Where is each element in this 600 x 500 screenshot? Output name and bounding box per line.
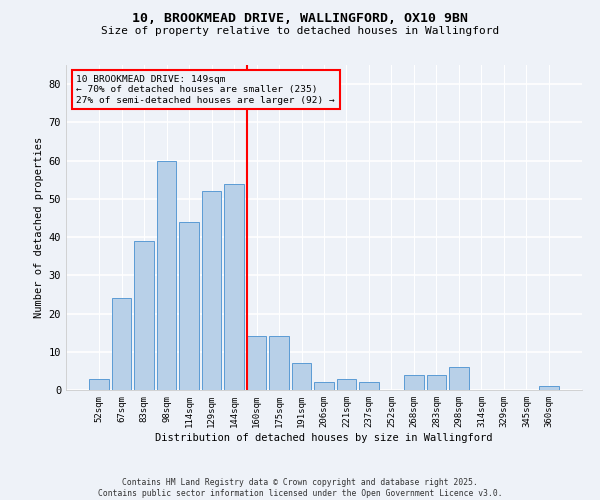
- Bar: [269, 336, 289, 390]
- Bar: [224, 184, 244, 390]
- Bar: [202, 191, 221, 390]
- Bar: [539, 386, 559, 390]
- Text: Contains HM Land Registry data © Crown copyright and database right 2025.
Contai: Contains HM Land Registry data © Crown c…: [98, 478, 502, 498]
- Text: 10 BROOKMEAD DRIVE: 149sqm
← 70% of detached houses are smaller (235)
27% of sem: 10 BROOKMEAD DRIVE: 149sqm ← 70% of deta…: [76, 74, 335, 104]
- Bar: [314, 382, 334, 390]
- Bar: [427, 374, 446, 390]
- Bar: [89, 378, 109, 390]
- Bar: [247, 336, 266, 390]
- Bar: [112, 298, 131, 390]
- X-axis label: Distribution of detached houses by size in Wallingford: Distribution of detached houses by size …: [155, 432, 493, 442]
- Bar: [337, 378, 356, 390]
- Bar: [179, 222, 199, 390]
- Bar: [359, 382, 379, 390]
- Bar: [157, 160, 176, 390]
- Text: 10, BROOKMEAD DRIVE, WALLINGFORD, OX10 9BN: 10, BROOKMEAD DRIVE, WALLINGFORD, OX10 9…: [132, 12, 468, 26]
- Bar: [292, 363, 311, 390]
- Y-axis label: Number of detached properties: Number of detached properties: [34, 137, 44, 318]
- Bar: [404, 374, 424, 390]
- Text: Size of property relative to detached houses in Wallingford: Size of property relative to detached ho…: [101, 26, 499, 36]
- Bar: [134, 241, 154, 390]
- Bar: [449, 367, 469, 390]
